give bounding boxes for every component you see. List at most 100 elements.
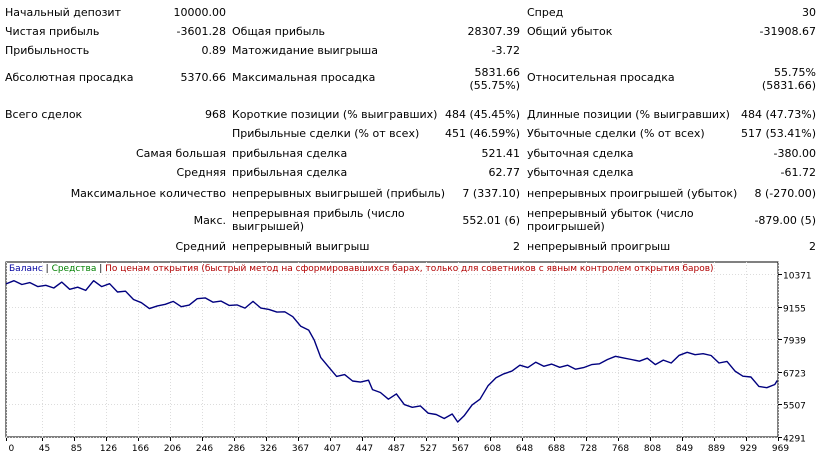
report-cell: Средний bbox=[175, 240, 226, 253]
legend-equity: Средства bbox=[51, 264, 97, 274]
x-tick-label: 246 bbox=[196, 444, 213, 454]
report-cell-text: Начальный депозит bbox=[5, 6, 121, 19]
report-cell: 0.89 bbox=[202, 44, 227, 57]
report-cell: прибыльная сделка bbox=[232, 166, 347, 179]
report-cell: 5370.66 bbox=[181, 71, 227, 84]
report-cell-text: 55.75% bbox=[774, 66, 816, 79]
report-cell-subtext: (5831.66) bbox=[761, 79, 816, 92]
report-cell-text: 484 (47.73%) bbox=[740, 108, 816, 121]
report-cell-text: 28307.39 bbox=[467, 25, 521, 38]
y-tick-label: 9155 bbox=[783, 305, 806, 315]
balance-chart: 0 45 85 126 166 206 246 286 326 367 407 447 487 527 56… bbox=[5, 261, 812, 454]
report-cell-text: Прибыльные сделки (% от всех) bbox=[232, 127, 420, 140]
x-tick-label: 447 bbox=[356, 444, 373, 454]
report-cell: 62.77 bbox=[489, 166, 521, 179]
report-cell: непрерывная прибыль (число выигрышей) bbox=[232, 207, 405, 233]
report-cell: -31908.67 bbox=[760, 25, 816, 38]
report-cell: 10000.00 bbox=[174, 6, 227, 19]
x-tick-label: 126 bbox=[100, 444, 117, 454]
x-tick-label: 688 bbox=[548, 444, 565, 454]
report-cell-text: непрерывный выигрыш bbox=[232, 240, 370, 253]
report-cell: 451 (46.59%) bbox=[445, 127, 520, 140]
report-cell-text: -879.00 (5) bbox=[754, 214, 816, 227]
report-cell: Прибыльность bbox=[5, 44, 89, 57]
report-cell-text: 968 bbox=[205, 108, 226, 121]
report-cell-text: 10000.00 bbox=[173, 6, 227, 19]
report-cell-text: Чистая прибыль bbox=[5, 25, 100, 38]
report-cell: Самая большая bbox=[136, 147, 226, 160]
report-cell: Абсолютная просадка bbox=[5, 71, 134, 84]
x-tick-label: 768 bbox=[612, 444, 629, 454]
report-cell-text: 0.89 bbox=[201, 44, 227, 57]
report-cell: -61.72 bbox=[781, 166, 816, 179]
report-cell-text: 2 bbox=[513, 240, 520, 253]
x-tick-label: 367 bbox=[292, 444, 309, 454]
report-cell: непрерывный выигрыш bbox=[232, 240, 369, 253]
x-tick-label: 206 bbox=[164, 444, 181, 454]
report-cell-text: Прибыльность bbox=[5, 44, 90, 57]
report-cell-text: 552.01 (6) bbox=[462, 214, 520, 227]
report-cell: непрерывный убыток (число проигрышей) bbox=[527, 207, 694, 233]
report-cell: непрерывных выигрышей (прибыль) bbox=[232, 187, 445, 200]
report-cell-text: Самая большая bbox=[135, 147, 226, 160]
report-cell-text: -61.72 bbox=[780, 166, 816, 179]
report-cell: 552.01 (6) bbox=[462, 214, 520, 227]
balance-series-line bbox=[5, 280, 778, 423]
x-tick-label: 45 bbox=[39, 444, 50, 454]
report-cell: 968 bbox=[205, 108, 226, 121]
report-cell-text: 451 (46.59%) bbox=[444, 127, 520, 140]
report-cell-text: прибыльная сделка bbox=[232, 147, 348, 160]
y-tick-label: 7939 bbox=[783, 337, 806, 347]
y-tick-label: 4291 bbox=[783, 435, 806, 445]
plot-frame bbox=[5, 261, 779, 438]
report-cell: -879.00 (5) bbox=[754, 214, 816, 227]
report-cell-text: Короткие позиции (% выигравших) bbox=[232, 108, 438, 121]
report-cell: Начальный депозит bbox=[5, 6, 121, 19]
report-cell: Спред bbox=[527, 6, 563, 19]
report-cell-text: 8 (-270.00) bbox=[754, 187, 816, 200]
test-report-table: Начальный депозит 10000.00 Спред 30 Чистая п… bbox=[5, 6, 816, 253]
report-cell: Матожидание выигрыша bbox=[232, 44, 378, 57]
legend-separator: | bbox=[96, 264, 106, 274]
report-cell: Короткие позиции (% выигравших) bbox=[232, 108, 437, 121]
report-cell: Относительная просадка bbox=[527, 71, 675, 84]
report-cell-text: непрерывный проигрыш bbox=[527, 240, 671, 253]
report-cell: непрерывных проигрышей (убыток) bbox=[527, 187, 737, 200]
x-tick-label: 0 bbox=[9, 444, 15, 454]
x-tick-label: 487 bbox=[388, 444, 405, 454]
x-tick-label: 166 bbox=[132, 444, 149, 454]
report-cell: 55.75% (5831.66) bbox=[762, 66, 816, 92]
report-cell-text: 30 bbox=[802, 6, 816, 19]
report-cell: 8 (-270.00) bbox=[754, 187, 816, 200]
report-cell-text: убыточная сделка bbox=[527, 166, 634, 179]
x-tick-label: 85 bbox=[71, 444, 82, 454]
report-cell-text: -380.00 bbox=[773, 147, 816, 160]
report-cell: 2 bbox=[513, 240, 520, 253]
report-cell-subtext: выигрышей) bbox=[232, 220, 305, 233]
report-cell-text: Максимальная просадка bbox=[232, 71, 376, 84]
report-cell-text: 521.41 bbox=[481, 147, 521, 160]
report-cell-text: Относительная просадка bbox=[527, 71, 675, 84]
report-cell: Макс. bbox=[194, 214, 226, 227]
report-cell-text: Макс. bbox=[193, 214, 226, 227]
report-cell: 7 (337.10) bbox=[462, 187, 520, 200]
x-tick-label: 889 bbox=[708, 444, 725, 454]
report-cell: Чистая прибыль bbox=[5, 25, 99, 38]
report-cell-text: -3.72 bbox=[491, 44, 520, 57]
x-tick-label: 326 bbox=[260, 444, 277, 454]
report-cell: Длинные позиции (% выигравших) bbox=[527, 108, 730, 121]
report-cell: 484 (47.73%) bbox=[741, 108, 816, 121]
balance-chart-panel: 0 45 85 126 166 206 246 286 326 367 407 447 487 527 56… bbox=[0, 258, 831, 463]
report-cell-text: 2 bbox=[809, 240, 816, 253]
y-tick-label: 10371 bbox=[783, 272, 812, 282]
x-tick-label: 286 bbox=[228, 444, 245, 454]
legend-test-mode: По ценам открытия (быстрый метод на сфор… bbox=[105, 264, 714, 274]
report-cell: 28307.39 bbox=[468, 25, 521, 38]
report-cell-text: Абсолютная просадка bbox=[5, 71, 134, 84]
y-tick-label: 5507 bbox=[783, 402, 806, 412]
report-cell-subtext: проигрышей) bbox=[527, 220, 605, 233]
report-cell: -380.00 bbox=[774, 147, 816, 160]
report-cell: -3601.28 bbox=[177, 25, 226, 38]
report-cell-text: -31908.67 bbox=[759, 25, 816, 38]
report-cell: Общий убыток bbox=[527, 25, 612, 38]
